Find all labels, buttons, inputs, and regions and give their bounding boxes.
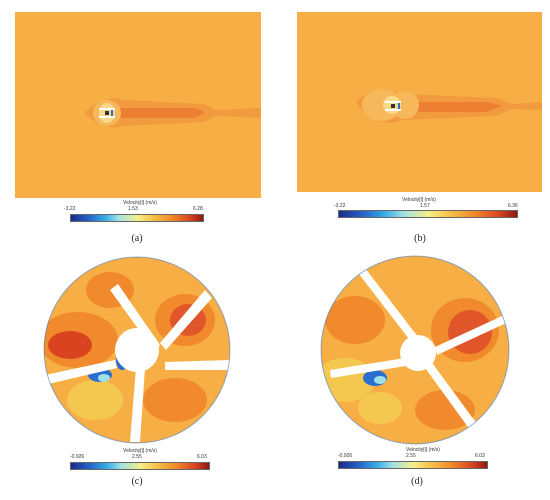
panel-a: Velocity[i] (m/s) -3.22 1.53 6.28 (a) bbox=[0, 0, 275, 250]
colorbar-max-a: 6.28 bbox=[193, 206, 203, 212]
colorbar-mid-a: 1.53 bbox=[128, 206, 138, 212]
colorbar-mid-c: 2.55 bbox=[132, 454, 142, 460]
colorbar-min-c: -0.926 bbox=[70, 454, 85, 460]
colorbar-c bbox=[70, 462, 210, 470]
colorbar-min-d: -0.926 bbox=[338, 453, 353, 459]
velocity-field-a bbox=[15, 12, 261, 198]
colorbar-min-b: -3.22 bbox=[334, 203, 346, 209]
colorbar-mid-b: 1.57 bbox=[420, 203, 430, 209]
subfigure-label-d: (d) bbox=[411, 476, 423, 487]
rotor-contour-d bbox=[320, 255, 510, 445]
colorbar-max-b: 6.36 bbox=[508, 203, 518, 209]
panel-b: Velocity[i] (m/s) -3.22 1.57 6.36 (b) bbox=[275, 0, 550, 250]
panel-d: Velocity[i] (m/s) -0.926 2.55 6.03 (d) bbox=[275, 250, 550, 500]
colorbar-mid-d: 2.55 bbox=[406, 453, 416, 459]
colorbar-b bbox=[338, 210, 518, 218]
colorbar-title-d: Velocity[i] (m/s) bbox=[406, 447, 440, 453]
colorbar-title-a: Velocity[i] (m/s) bbox=[123, 200, 157, 206]
colorbar-title-c: Velocity[i] (m/s) bbox=[123, 448, 157, 454]
subfigure-label-c: (c) bbox=[131, 476, 143, 487]
colorbar-a bbox=[70, 214, 204, 222]
panel-c: Velocity[i] (m/s) -0.926 2.55 6.03 (c) bbox=[0, 250, 275, 500]
rotor-contour-c bbox=[43, 256, 231, 444]
velocity-field-b bbox=[297, 12, 542, 192]
wake-contour-a bbox=[85, 98, 261, 128]
colorbar-d bbox=[338, 461, 488, 469]
colorbar-title-b: Velocity[i] (m/s) bbox=[402, 197, 436, 203]
subfigure-label-a: (a) bbox=[131, 233, 143, 244]
colorbar-max-c: 6.03 bbox=[197, 454, 207, 460]
colorbar-max-d: 6.03 bbox=[475, 453, 485, 459]
wake-contour-b bbox=[357, 89, 542, 123]
subfigure-label-b: (b) bbox=[414, 233, 426, 244]
colorbar-min-a: -3.22 bbox=[64, 206, 76, 212]
